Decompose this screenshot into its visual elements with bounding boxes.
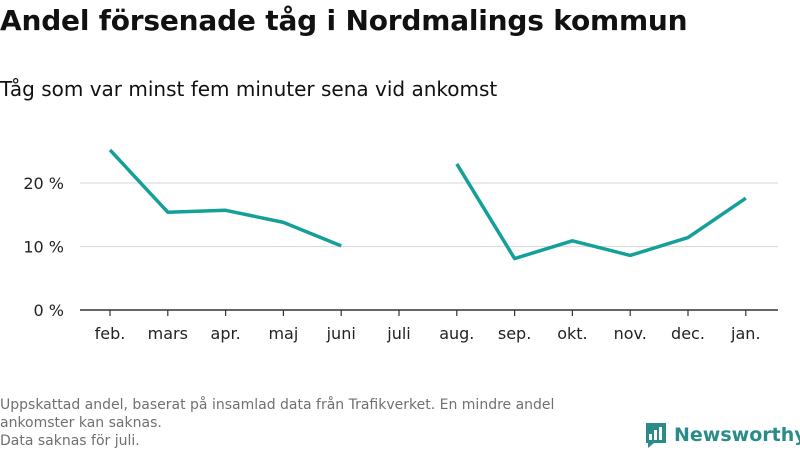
brand-name: Newsworthy: [674, 424, 800, 446]
y-axis-ticks: 0 % 10 % 20 %: [23, 174, 64, 320]
y-tick-label-10: 10 %: [23, 238, 64, 257]
y-tick-label-20: 20 %: [23, 174, 64, 193]
x-tick-label: feb.: [95, 324, 126, 343]
x-tick-label: apr.: [211, 324, 241, 343]
newsworthy-logo-icon: [646, 423, 666, 448]
series-lines: [108, 148, 747, 261]
series-line-segment: [108, 148, 342, 248]
y-tick-label-0: 0 %: [34, 301, 64, 320]
x-tick-label: maj: [268, 324, 298, 343]
footnote-missing-data: Data saknas för juli.: [0, 433, 140, 449]
footnote-source: Uppskattad andel, baserat på insamlad da…: [0, 397, 555, 431]
chart-subtitle: Tåg som var minst fem minuter sena vid a…: [0, 77, 498, 101]
x-tick-label: sep.: [498, 324, 531, 343]
footnote: Uppskattad andel, baserat på insamlad da…: [0, 396, 630, 450]
x-tick-label: aug.: [439, 324, 474, 343]
line-chart: 0 % 10 % 20 % feb. mars apr. maj juni juli aug. s…: [23, 148, 778, 343]
x-tick-label: dec.: [671, 324, 705, 343]
x-axis-ticks: feb. mars apr. maj juni juli aug. sep. okt. nov. d…: [95, 310, 761, 343]
x-tick-label: nov.: [614, 324, 647, 343]
x-tick-label: juli: [386, 324, 410, 343]
series-line-segment: [455, 163, 747, 261]
x-tick-label: mars: [148, 324, 188, 343]
x-tick-label: juni: [326, 324, 356, 343]
x-tick-label: jan.: [730, 324, 760, 343]
grid-lines: [80, 182, 778, 248]
chart-title: Andel försenade tåg i Nordmalings kommun: [0, 4, 688, 37]
brand-logo: Newsworthy: [644, 420, 800, 450]
x-tick-label: okt.: [557, 324, 587, 343]
